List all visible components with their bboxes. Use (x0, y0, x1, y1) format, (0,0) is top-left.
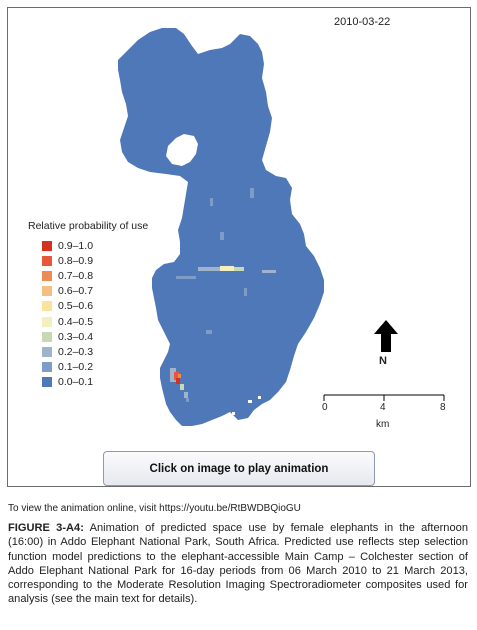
play-animation-button[interactable]: Click on image to play animation (103, 451, 375, 486)
legend-item: 0.7–0.8 (28, 268, 148, 283)
park-hole (166, 134, 198, 166)
legend-swatch (42, 286, 52, 297)
legend-item: 0.8–0.9 (28, 253, 148, 268)
scale-unit: km (376, 419, 390, 430)
caption-text: Animation of predicted space use by fema… (8, 522, 468, 606)
scale-bar: 0 4 8 km (322, 392, 447, 432)
legend-label: 0.7–0.8 (58, 269, 94, 282)
legend-label: 0.1–0.2 (58, 361, 94, 374)
hotspot-cell (180, 384, 184, 390)
legend-swatch (42, 331, 52, 342)
map-legend: Relative probability of use 0.9–1.0 0.8–0… (28, 220, 148, 390)
scale-tick-4: 4 (380, 402, 386, 413)
online-note: To view the animation online, visit http… (8, 503, 301, 514)
use-band (262, 270, 276, 273)
hotspot-cell (184, 392, 188, 398)
north-label: N (379, 355, 387, 367)
legend-label: 0.5–0.6 (58, 300, 94, 313)
legend-item: 0.1–0.2 (28, 360, 148, 375)
scale-bar-line (323, 394, 445, 401)
legend-label: 0.3–0.4 (58, 330, 94, 343)
legend-swatch (42, 346, 52, 357)
hotspot-cell (186, 398, 189, 402)
hotspot-cell (174, 372, 179, 380)
north-arrow-icon (374, 320, 398, 352)
legend-item: 0.3–0.4 (28, 329, 148, 344)
legend-item: 0.4–0.5 (28, 314, 148, 329)
legend-swatch (42, 362, 52, 373)
use-band (220, 266, 234, 271)
legend-item: 0.6–0.7 (28, 284, 148, 299)
white-patch (258, 396, 261, 399)
caption-label: FIGURE 3-A4: (8, 522, 84, 534)
date-label: 2010-03-22 (334, 16, 391, 28)
use-band (198, 267, 228, 271)
use-band (244, 288, 247, 296)
legend-swatch (42, 255, 52, 266)
legend-swatch (42, 270, 52, 281)
legend-item: 0.2–0.3 (28, 344, 148, 359)
hotspot-cell (170, 368, 176, 382)
use-band (220, 232, 224, 240)
use-band (250, 188, 254, 198)
legend-item: 0.5–0.6 (28, 299, 148, 314)
figure-caption: FIGURE 3-A4: Animation of predicted spac… (8, 521, 468, 607)
legend-item: 0.9–1.0 (28, 238, 148, 253)
legend-label: 0.2–0.3 (58, 345, 94, 358)
use-band (210, 198, 213, 206)
legend-label: 0.0–0.1 (58, 376, 94, 389)
use-band (176, 276, 196, 279)
use-band (234, 267, 244, 271)
white-patch (248, 400, 252, 403)
legend-label: 0.9–1.0 (58, 239, 94, 252)
scale-tick-0: 0 (322, 402, 328, 413)
scale-tick-8: 8 (440, 402, 446, 413)
hotspot-cell (176, 378, 180, 384)
legend-label: 0.4–0.5 (58, 315, 94, 328)
white-patch (232, 412, 235, 415)
hotspot-cell (178, 374, 181, 378)
legend-label: 0.8–0.9 (58, 254, 94, 267)
legend-item: 0.0–0.1 (28, 375, 148, 390)
legend-rows: 0.9–1.0 0.8–0.9 0.7–0.8 0.6–0.7 0.5–0.6 0.4–0… (28, 238, 148, 390)
legend-swatch (42, 316, 52, 327)
use-band (206, 330, 212, 334)
legend-swatch (42, 301, 52, 312)
legend-title: Relative probability of use (28, 220, 149, 232)
legend-swatch (42, 377, 52, 388)
park-area (118, 28, 324, 426)
legend-label: 0.6–0.7 (58, 285, 94, 298)
legend-swatch (42, 240, 52, 251)
